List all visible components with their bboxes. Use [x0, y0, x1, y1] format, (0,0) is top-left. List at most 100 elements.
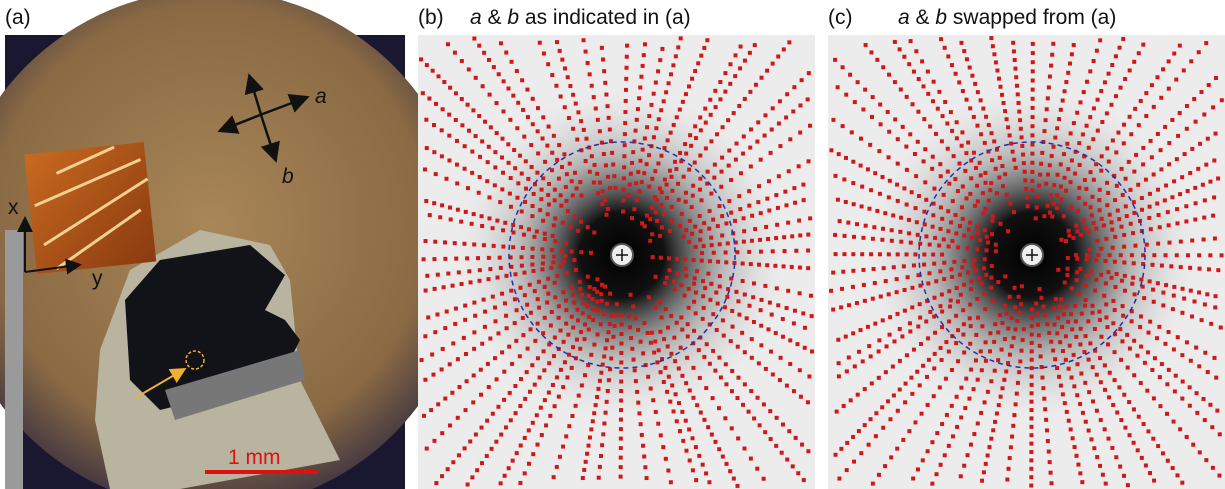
- spot: [767, 179, 771, 183]
- spot: [877, 376, 881, 380]
- spot: [456, 357, 460, 361]
- spot: [1077, 292, 1081, 296]
- spot: [1111, 138, 1115, 142]
- spot: [997, 176, 1001, 180]
- spot: [1066, 256, 1070, 260]
- spot: [424, 289, 428, 293]
- spot: [1062, 312, 1066, 316]
- spot: [943, 453, 947, 457]
- spot: [880, 238, 884, 242]
- spot: [1008, 133, 1012, 137]
- spot: [468, 439, 472, 443]
- spot: [1055, 173, 1059, 177]
- spot: [1139, 345, 1143, 349]
- spot: [720, 214, 724, 218]
- spot: [581, 311, 585, 315]
- spot: [1105, 203, 1109, 207]
- spot: [1114, 94, 1118, 98]
- spot: [1055, 193, 1059, 197]
- spot: [889, 455, 893, 459]
- spot: [689, 144, 693, 148]
- spot: [530, 263, 534, 267]
- spot: [1088, 69, 1092, 73]
- spot: [522, 135, 526, 139]
- spot: [624, 88, 628, 92]
- spot: [1103, 388, 1107, 392]
- spot: [694, 291, 698, 295]
- spot: [936, 107, 940, 111]
- spot: [604, 93, 608, 97]
- spot: [1219, 326, 1223, 330]
- spot: [1040, 151, 1044, 155]
- spot: [507, 345, 511, 349]
- spot: [1062, 152, 1066, 156]
- spot: [1030, 179, 1034, 183]
- spot: [1017, 101, 1021, 105]
- spot: [879, 122, 883, 126]
- spot: [427, 97, 431, 101]
- spot: [953, 177, 957, 181]
- spot: [978, 161, 982, 165]
- spot: [637, 96, 641, 100]
- spot: [954, 72, 958, 76]
- spot: [499, 433, 503, 437]
- spot: [453, 241, 457, 245]
- spot: [668, 400, 672, 404]
- spot: [652, 135, 656, 139]
- spot: [555, 158, 559, 162]
- spot: [771, 372, 775, 376]
- spot: [621, 210, 625, 214]
- spot: [950, 239, 954, 243]
- spot: [914, 49, 918, 53]
- spot: [1057, 117, 1061, 121]
- spot: [669, 175, 673, 179]
- spot: [934, 132, 938, 136]
- spot: [1077, 186, 1081, 190]
- spot: [808, 124, 812, 128]
- spot: [525, 370, 529, 374]
- spot: [664, 457, 668, 461]
- spot: [613, 186, 617, 190]
- spot: [423, 378, 427, 382]
- spot: [688, 388, 692, 392]
- spot: [1190, 314, 1194, 318]
- spot: [984, 340, 988, 344]
- spot: [1123, 77, 1127, 81]
- spot: [833, 233, 837, 237]
- spot: [1204, 41, 1208, 45]
- spot: [1019, 127, 1023, 131]
- spot: [440, 203, 444, 207]
- spot: [833, 58, 837, 62]
- spot: [732, 477, 736, 481]
- spot: [518, 481, 522, 485]
- spot: [904, 145, 908, 149]
- spot: [942, 237, 946, 241]
- spot: [565, 271, 569, 275]
- spot: [1104, 315, 1108, 319]
- spot: [1113, 235, 1117, 239]
- spot: [848, 73, 852, 77]
- spot: [934, 472, 938, 476]
- spot: [480, 342, 484, 346]
- spot: [923, 222, 927, 226]
- spot: [1186, 253, 1190, 257]
- spot: [724, 221, 728, 225]
- spot: [472, 330, 476, 334]
- spot: [523, 436, 527, 440]
- spot: [748, 146, 752, 150]
- spot: [841, 124, 845, 128]
- spot: [727, 149, 731, 153]
- spot: [1098, 208, 1102, 212]
- spot: [749, 164, 753, 168]
- spot: [1132, 261, 1136, 265]
- spot: [947, 444, 951, 448]
- spot: [1059, 197, 1063, 201]
- spot: [1110, 63, 1114, 67]
- spot: [692, 329, 696, 333]
- spot: [622, 154, 626, 158]
- spot: [541, 331, 545, 335]
- spot: [718, 80, 722, 84]
- spot: [994, 167, 998, 171]
- spot: [1184, 219, 1188, 223]
- spot: [614, 313, 618, 317]
